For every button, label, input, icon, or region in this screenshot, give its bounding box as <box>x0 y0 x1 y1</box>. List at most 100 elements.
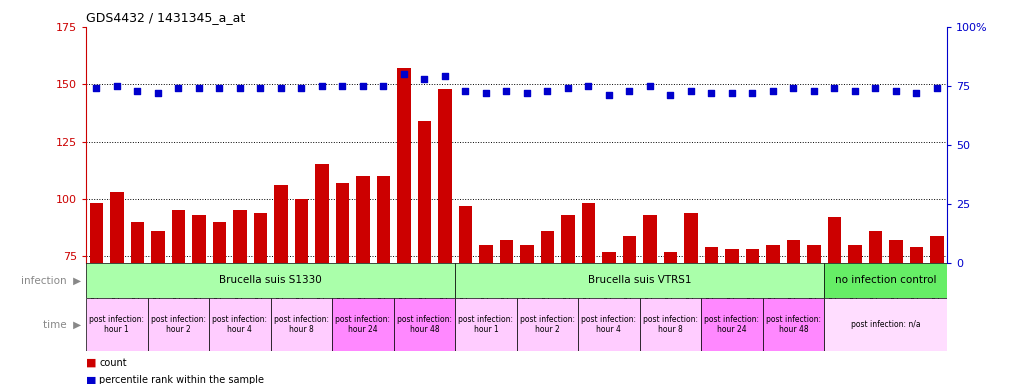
Bar <box>439 89 452 263</box>
Point <box>170 85 186 91</box>
Text: Brucella suis VTRS1: Brucella suis VTRS1 <box>588 275 692 285</box>
Point <box>212 85 228 91</box>
Bar <box>643 215 656 263</box>
Bar <box>479 245 492 263</box>
Point <box>805 88 822 94</box>
Bar <box>869 231 882 263</box>
Bar <box>233 210 246 263</box>
Point <box>108 83 125 89</box>
Point <box>437 73 453 79</box>
Point <box>294 85 310 91</box>
Bar <box>455 263 825 298</box>
Text: GDS4432 / 1431345_a_at: GDS4432 / 1431345_a_at <box>86 11 245 24</box>
Bar <box>623 235 636 263</box>
Point <box>150 90 166 96</box>
Text: post infection:
hour 48: post infection: hour 48 <box>397 315 452 334</box>
Bar <box>787 240 800 263</box>
Point <box>539 88 555 94</box>
Text: post infection:
hour 4: post infection: hour 4 <box>581 315 636 334</box>
Bar <box>151 231 164 263</box>
Point <box>621 88 637 94</box>
Text: percentile rank within the sample: percentile rank within the sample <box>99 375 264 384</box>
Bar <box>664 252 677 263</box>
Bar <box>602 252 616 263</box>
Point <box>190 85 207 91</box>
Point <box>929 85 945 91</box>
Bar <box>521 245 534 263</box>
Bar <box>828 217 841 263</box>
Point <box>560 85 576 91</box>
Point <box>478 90 494 96</box>
Point <box>642 83 658 89</box>
Point <box>867 85 883 91</box>
Point <box>252 85 268 91</box>
Bar <box>639 298 701 351</box>
Point <box>498 88 515 94</box>
Text: post infection:
hour 8: post infection: hour 8 <box>643 315 698 334</box>
Text: post infection:
hour 1: post infection: hour 1 <box>458 315 514 334</box>
Text: post infection: n/a: post infection: n/a <box>851 320 921 329</box>
Bar <box>581 204 595 263</box>
Bar <box>148 298 209 351</box>
Bar <box>394 298 455 351</box>
Point <box>396 71 412 77</box>
Point <box>601 92 617 98</box>
Text: post infection:
hour 24: post infection: hour 24 <box>704 315 760 334</box>
Bar <box>499 240 513 263</box>
Bar <box>171 210 185 263</box>
Bar <box>517 298 578 351</box>
Bar <box>417 121 432 263</box>
Bar <box>701 298 763 351</box>
Point <box>909 90 925 96</box>
Point <box>847 88 863 94</box>
Bar <box>192 215 206 263</box>
Text: post infection:
hour 2: post infection: hour 2 <box>151 315 206 334</box>
Point <box>519 90 535 96</box>
Bar <box>930 235 943 263</box>
Bar <box>541 231 554 263</box>
Point <box>314 83 330 89</box>
Point <box>457 88 473 94</box>
Text: post infection:
hour 48: post infection: hour 48 <box>766 315 821 334</box>
Text: ■: ■ <box>86 375 96 384</box>
Text: infection  ▶: infection ▶ <box>21 275 81 285</box>
Bar <box>357 176 370 263</box>
Bar <box>209 298 270 351</box>
Bar <box>825 298 947 351</box>
Bar <box>578 298 639 351</box>
Bar <box>213 222 226 263</box>
Point <box>724 90 741 96</box>
Bar <box>561 215 574 263</box>
Bar <box>684 213 698 263</box>
Point <box>683 88 699 94</box>
Point <box>827 85 843 91</box>
Point <box>887 88 904 94</box>
Point <box>416 76 433 82</box>
Bar <box>275 185 288 263</box>
Point <box>703 90 719 96</box>
Bar <box>705 247 718 263</box>
Bar <box>253 213 267 263</box>
Point <box>765 88 781 94</box>
Point <box>88 85 104 91</box>
Bar <box>807 245 821 263</box>
Text: post infection:
hour 4: post infection: hour 4 <box>213 315 267 334</box>
Bar <box>270 298 332 351</box>
Bar <box>131 222 144 263</box>
Bar <box>315 164 328 263</box>
Point <box>355 83 371 89</box>
Text: ■: ■ <box>86 358 96 368</box>
Text: count: count <box>99 358 127 368</box>
Point <box>375 83 391 89</box>
Bar <box>746 249 759 263</box>
Text: time  ▶: time ▶ <box>43 319 81 329</box>
Bar <box>459 206 472 263</box>
Text: post infection:
hour 8: post infection: hour 8 <box>274 315 329 334</box>
Text: Brucella suis S1330: Brucella suis S1330 <box>219 275 322 285</box>
Bar <box>377 176 390 263</box>
Bar <box>295 199 308 263</box>
Bar <box>889 240 903 263</box>
Bar <box>725 249 738 263</box>
Bar <box>766 245 780 263</box>
Bar <box>332 298 394 351</box>
